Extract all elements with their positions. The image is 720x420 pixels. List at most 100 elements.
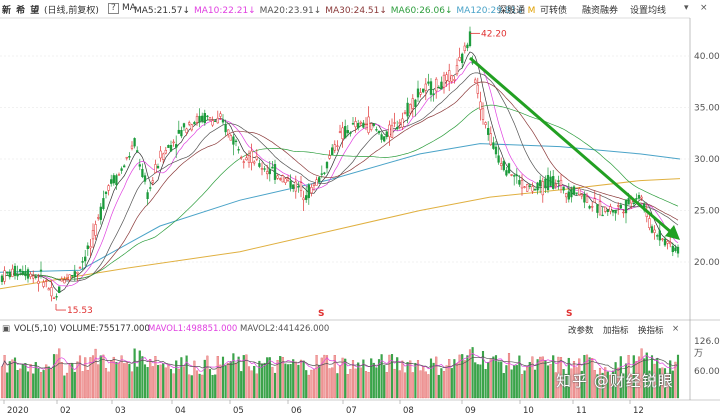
candle-body [258,163,261,167]
candle-body [554,184,557,187]
volume-bar [263,362,266,399]
candle-body [523,186,526,188]
candle-body [320,173,323,175]
tool-shenguotong[interactable]: 深股通 [498,6,526,16]
candle-body [81,261,84,263]
help-icon[interactable]: ? [108,3,119,14]
edit-params-button[interactable]: 改参数 [568,326,594,336]
volume-bar [546,365,550,399]
volume-header: ▣ VOL(5,10) VOLUME:755177.000 MAVOL1:498… [0,322,720,336]
volume-bar [583,354,586,399]
candle-body [143,175,147,182]
candle-body [635,198,638,200]
candle-body [266,171,269,175]
candle-body [578,188,581,196]
volume-bar [565,374,568,399]
volume-bar [375,367,378,399]
volume-bar [435,356,438,399]
candle-body [549,176,552,186]
x-tick-label: 07 [346,406,357,416]
candle-body [606,209,609,213]
volume-bar [115,362,118,399]
switch-indicator-button[interactable]: 换指标 [638,326,664,336]
volume-bar [151,366,154,399]
tool-margin-trading[interactable]: 融资融券 [582,6,619,16]
volume-bar [419,370,422,399]
candle-body [637,195,641,199]
candle-body [502,161,505,171]
candle-body [559,179,563,186]
candle-body [3,270,6,282]
close-icon[interactable]: × [672,324,680,334]
volume-bar [315,355,318,399]
volume-bar [411,372,414,399]
candle-body [416,88,420,98]
close-icon[interactable]: × [700,3,708,13]
volume-bar [250,370,253,399]
volume-bar [492,356,495,399]
volume-bar [294,361,297,399]
volume-bar [580,370,583,399]
tool-convertible-bond[interactable]: 可转债 [540,6,568,16]
volume-bar [84,357,87,399]
volume-bar [513,365,516,399]
volume-bar [167,364,170,399]
volume-bar [286,364,290,399]
candle-body [159,150,162,159]
candle-body [107,185,110,191]
volume-bar [351,360,355,399]
volume-bar [458,354,461,399]
add-indicator-button[interactable]: 加指标 [603,326,629,336]
volume-bar [520,374,524,399]
volume-bar [463,360,466,399]
volume-bar [598,367,602,399]
candle-body [224,124,227,133]
volume-bar [593,370,596,399]
volume-bar [338,365,342,399]
volume-bar [94,348,97,399]
volume-bar [146,367,149,399]
volume-bar [523,370,526,399]
volume-bar [227,363,230,399]
volume-bar [240,371,243,399]
chevron-down-icon[interactable]: ▾ [684,3,689,13]
candle-body [154,164,157,173]
candle-body [604,206,607,212]
volume-bar [47,366,50,399]
settings-square-icon[interactable]: ▣ [2,324,11,334]
candle-body [219,113,222,117]
candle-body [276,175,279,179]
trend-arrow [469,56,680,240]
candle-body [388,124,391,138]
candle-body [520,180,524,189]
candle-body [572,186,576,195]
tool-set-ma[interactable]: 设置均线 [630,6,667,16]
volume-bar [427,374,430,399]
candle-body [172,141,175,144]
volume-bar [676,354,680,399]
candle-body [476,84,479,94]
candle-body [86,245,89,250]
volume-bar [333,355,336,399]
volume-bar [461,354,464,399]
candle-body [203,113,206,124]
volume-bar [380,354,383,399]
candle-body [307,184,310,199]
volume-bar [68,363,71,399]
volume-bar [424,371,427,399]
candle-body [180,130,183,137]
candle-body [552,176,555,189]
volume-bar [510,369,513,399]
candle-body [546,175,550,190]
volume-bar [219,364,222,399]
volume-bar [214,374,217,399]
volume-bar [19,368,22,399]
candle-body [318,177,321,183]
volume-bar [500,361,503,399]
candle-body [648,218,651,229]
volume-bar [63,375,66,399]
candle-body [653,229,656,233]
volume-bar [601,372,604,399]
period-label: (日线,前复权) [44,6,99,16]
high-label: 42.20 [481,29,507,39]
